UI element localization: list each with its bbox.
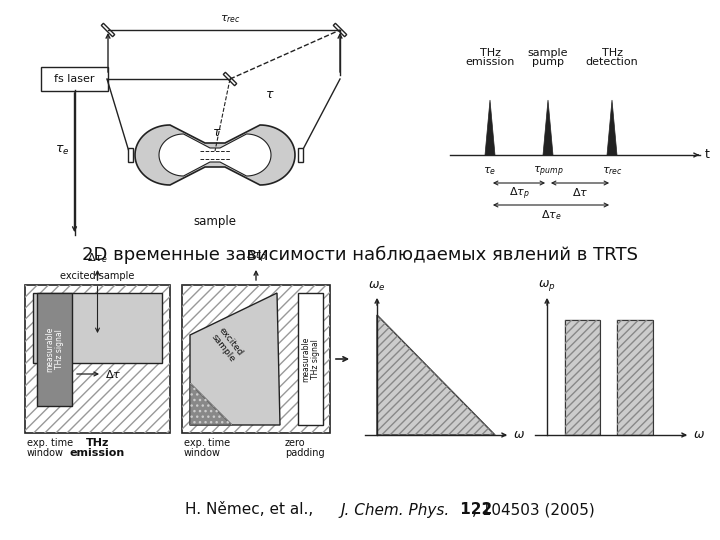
Text: $\tau$: $\tau$ (265, 89, 275, 102)
Text: emission: emission (70, 448, 125, 458)
Polygon shape (617, 320, 653, 435)
Text: THz: THz (601, 48, 623, 58)
Polygon shape (190, 383, 232, 425)
Polygon shape (377, 315, 495, 435)
Text: $\Delta\tau_e$: $\Delta\tau_e$ (87, 251, 108, 265)
FancyBboxPatch shape (25, 285, 170, 433)
Text: $\omega_p$: $\omega_p$ (538, 278, 556, 293)
Text: THz: THz (480, 48, 500, 58)
Text: J. Chem. Phys.: J. Chem. Phys. (340, 503, 449, 517)
Text: window: window (27, 448, 64, 458)
Text: fs laser: fs laser (54, 74, 95, 84)
Polygon shape (190, 293, 280, 425)
Text: $\Delta\tau_p$: $\Delta\tau_p$ (508, 186, 529, 202)
Polygon shape (333, 23, 347, 37)
Text: 2D временные зависимости наблюдаемых явлений в TRTS: 2D временные зависимости наблюдаемых явл… (82, 246, 638, 264)
Text: $\Delta\tau$: $\Delta\tau$ (572, 186, 588, 198)
Text: $\tau_e$: $\tau_e$ (483, 165, 497, 177)
Polygon shape (159, 134, 271, 176)
Text: $\omega$: $\omega$ (513, 429, 525, 442)
Text: , 104503 (2005): , 104503 (2005) (472, 503, 595, 517)
Text: excited
sample: excited sample (209, 326, 245, 364)
Text: padding: padding (285, 448, 325, 458)
FancyBboxPatch shape (33, 293, 162, 363)
Polygon shape (135, 125, 295, 185)
Polygon shape (543, 100, 553, 155)
Text: emission: emission (465, 57, 515, 67)
Polygon shape (565, 320, 600, 435)
Polygon shape (607, 100, 617, 155)
Text: window: window (184, 448, 221, 458)
Text: detection: detection (585, 57, 639, 67)
Text: $\Delta\tau$: $\Delta\tau$ (105, 368, 122, 380)
Text: $\omega_e$: $\omega_e$ (368, 280, 386, 293)
Text: excited sample: excited sample (60, 271, 135, 332)
Text: 122: 122 (452, 503, 492, 517)
Text: $\Delta\tau_e$: $\Delta\tau_e$ (541, 208, 562, 222)
Text: sample: sample (528, 48, 568, 58)
Text: t: t (705, 148, 710, 161)
Polygon shape (485, 100, 495, 155)
FancyBboxPatch shape (127, 148, 132, 162)
FancyBboxPatch shape (298, 293, 323, 425)
Text: exp. time: exp. time (27, 438, 73, 448)
FancyBboxPatch shape (297, 148, 302, 162)
Text: $\tau_e$: $\tau_e$ (55, 144, 70, 157)
Text: pump: pump (532, 57, 564, 67)
Text: THz: THz (86, 438, 109, 448)
Text: zero: zero (285, 438, 305, 448)
Text: $\tau_{rec}$: $\tau_{rec}$ (220, 13, 240, 25)
Polygon shape (102, 23, 114, 37)
Text: sample: sample (194, 215, 236, 228)
Text: $\omega$: $\omega$ (693, 429, 705, 442)
FancyBboxPatch shape (182, 285, 330, 433)
Polygon shape (223, 72, 237, 86)
Text: $\tau_{rec}$: $\tau_{rec}$ (602, 165, 622, 177)
Text: measurable
THz signal: measurable THz signal (301, 336, 320, 382)
Text: $\tau$: $\tau$ (212, 126, 222, 139)
Text: measurable
THz signal: measurable THz signal (45, 327, 64, 372)
Text: exp. time: exp. time (184, 438, 230, 448)
Text: $\tau_{pump}$: $\tau_{pump}$ (533, 165, 563, 179)
Text: $\Delta\tau_p$: $\Delta\tau_p$ (246, 248, 266, 265)
FancyBboxPatch shape (37, 293, 72, 406)
Text: H. Němec, et al.,: H. Němec, et al., (185, 503, 318, 517)
FancyBboxPatch shape (41, 67, 108, 91)
